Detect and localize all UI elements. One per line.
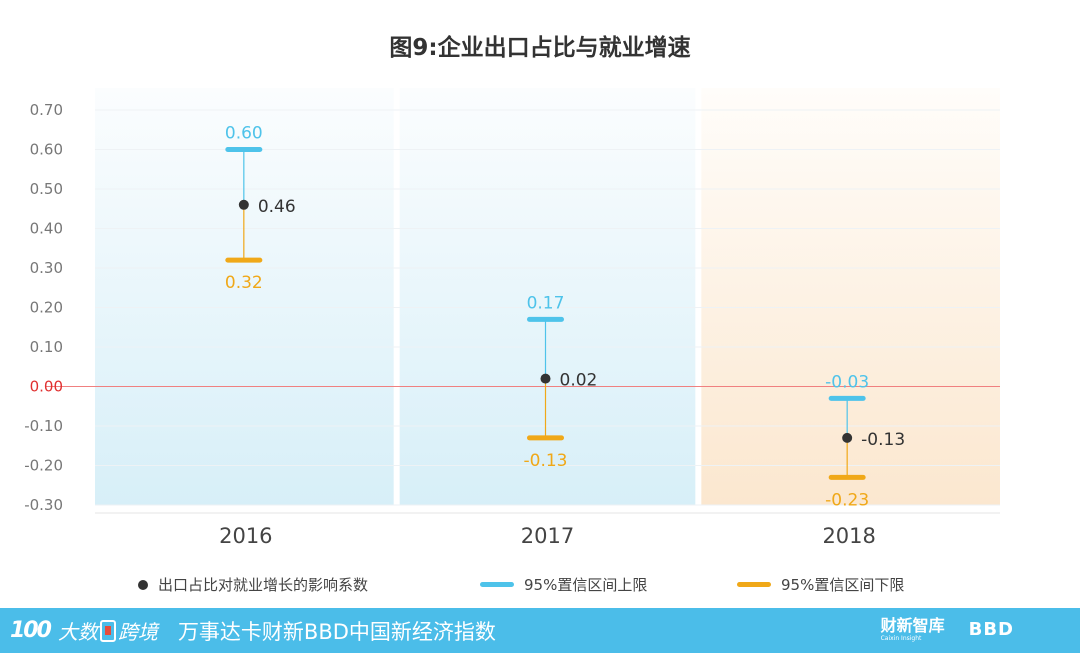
footer-logo-mark: 100: [10, 618, 52, 643]
legend-upper-bar-icon: [480, 582, 514, 587]
estimate-label-2017: 0.02: [560, 371, 598, 391]
footer-logo-text-2: 跨境: [117, 620, 158, 644]
lower-label-2017: -0.13: [524, 451, 568, 471]
legend-estimate-label: 出口占比对就业增长的影响系数: [158, 576, 369, 594]
y-tick-label: -0.30: [24, 496, 63, 514]
estimate-point-2017: [540, 373, 551, 384]
footer-brand-bbd: BBD: [968, 619, 1014, 640]
y-tick-label: 0.30: [30, 259, 63, 277]
lower-label-2018: -0.23: [825, 490, 869, 510]
band-2018: [701, 88, 1000, 505]
x-tick-label: 2018: [822, 524, 875, 548]
chart-title: 图9:企业出口占比与就业增速: [389, 35, 691, 61]
footer-brand-caixin: 财新智库 Caixin Insight: [880, 616, 945, 643]
lower-label-2016: 0.32: [225, 273, 263, 293]
y-tick-label: 0.50: [30, 180, 63, 198]
legend-upper-label: 95%置信区间上限: [524, 576, 648, 594]
legend-estimate-dot-icon: [138, 579, 148, 590]
footer-logo-text-1: 大数: [57, 620, 98, 644]
upper-label-2017: 0.17: [527, 293, 565, 313]
upper-label-2016: 0.60: [225, 124, 263, 144]
legend-item-upper: 95%置信区间上限: [480, 574, 647, 595]
chart-plot: 0.70 0.60 0.50 0.40 0.30 0.20 0.10 0.00 -0.10 -0.…: [24, 88, 1000, 548]
y-tick-label: 0.40: [30, 220, 63, 238]
footer-brands: 财新智库 Caixin Insight BBD: [880, 616, 1014, 643]
footer-logo: 100 大数 跨境: [10, 616, 158, 645]
y-tick-label: 0.20: [30, 299, 63, 317]
y-tick-label: 0.10: [30, 338, 63, 356]
x-tick-label: 2016: [219, 524, 272, 548]
y-tick-label: -0.20: [24, 457, 63, 475]
legend-item-lower: 95%置信区间下限: [737, 574, 904, 595]
y-tick-label: 0.60: [30, 141, 63, 159]
footer-brand-caixin-name: 财新智库: [880, 616, 945, 635]
footer-index-name: 万事达卡财新BBD中国新经济指数: [177, 619, 496, 644]
estimate-label-2016: 0.46: [258, 197, 296, 217]
legend-item-estimate: 出口占比对就业增长的影响系数: [138, 574, 368, 595]
estimate-label-2018: -0.13: [861, 430, 905, 450]
estimate-point-2018: [842, 432, 853, 443]
legend-lower-bar-icon: [737, 582, 771, 587]
upper-label-2018: -0.03: [825, 372, 869, 392]
estimate-point-2016: [238, 199, 249, 210]
legend-lower-label: 95%置信区间下限: [781, 576, 905, 594]
footer-logo-phone-icon: [99, 619, 116, 642]
x-tick-label: 2017: [521, 524, 574, 548]
y-tick-label: 0.70: [30, 101, 63, 119]
footer-banner: 100 大数 跨境 万事达卡财新BBD中国新经济指数 财新智库 Caixin I…: [0, 608, 1080, 653]
footer-brand-caixin-sub: Caixin Insight: [880, 635, 922, 642]
y-tick-label: -0.10: [24, 417, 63, 435]
legend: 出口占比对就业增长的影响系数 95%置信区间上限 95%置信区间下限: [0, 574, 1080, 596]
y-tick-label: 0.00: [30, 378, 63, 396]
